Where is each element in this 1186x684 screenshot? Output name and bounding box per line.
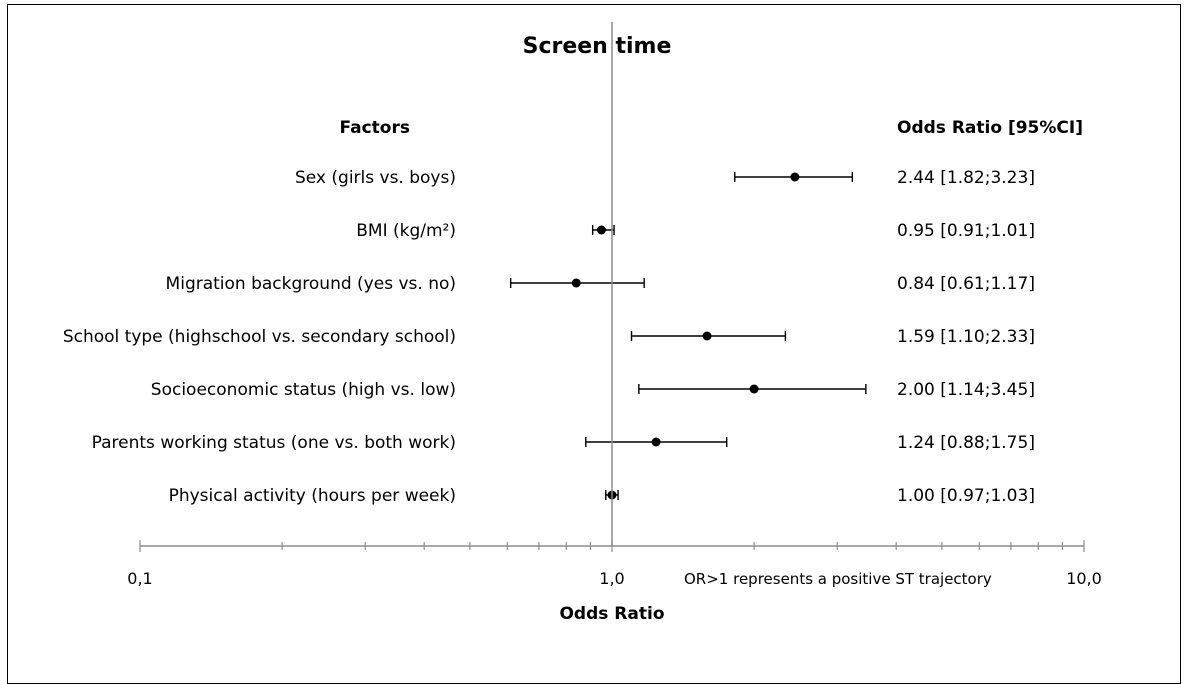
chart-title: Screen time	[523, 34, 672, 59]
or-value-label: 1.24 [0.88;1.75]	[897, 433, 1035, 453]
odds-ratio-point	[571, 278, 581, 288]
or-annotation: OR>1 represents a positive ST trajectory	[684, 570, 992, 588]
or-value-label: 0.95 [0.91;1.01]	[897, 221, 1035, 241]
x-tick-label: 1,0	[599, 569, 624, 588]
or-value-label: 2.44 [1.82;3.23]	[897, 168, 1035, 188]
odds-ratio-point	[702, 331, 712, 341]
odds-ratio-point	[749, 384, 759, 394]
factor-label: Physical activity (hours per week)	[169, 486, 456, 506]
factor-label: Sex (girls vs. boys)	[295, 168, 456, 188]
x-axis: 0,1 1,0 10,0	[127, 22, 1102, 588]
factor-label: Socioeconomic status (high vs. low)	[151, 380, 456, 400]
odds-ratio-header: Odds Ratio [95%CI]	[897, 118, 1083, 138]
factor-label: Parents working status (one vs. both wor…	[92, 433, 456, 453]
x-tick-label: 10,0	[1066, 569, 1102, 588]
odds-ratio-point	[596, 225, 606, 235]
odds-ratio-point	[790, 172, 800, 182]
or-value-label: 2.00 [1.14;3.45]	[897, 380, 1035, 400]
chart-frame	[7, 4, 1181, 684]
factor-label: School type (highschool vs. secondary sc…	[63, 327, 456, 347]
odds-ratio-point	[651, 437, 661, 447]
or-value-label: 0.84 [0.61;1.17]	[897, 274, 1035, 294]
or-value-label: 1.59 [1.10;2.33]	[897, 327, 1035, 347]
or-value-label: 1.00 [0.97;1.03]	[897, 486, 1035, 506]
factor-label: BMI (kg/m²)	[356, 221, 456, 241]
x-axis-label: Odds Ratio	[559, 604, 664, 624]
rows-group: Sex (girls vs. boys) 2.44 [1.82;3.23] BMI …	[63, 168, 1035, 506]
factor-label: Migration background (yes vs. no)	[166, 274, 456, 294]
x-tick-label: 0,1	[127, 569, 152, 588]
factors-header: Factors	[340, 118, 410, 138]
